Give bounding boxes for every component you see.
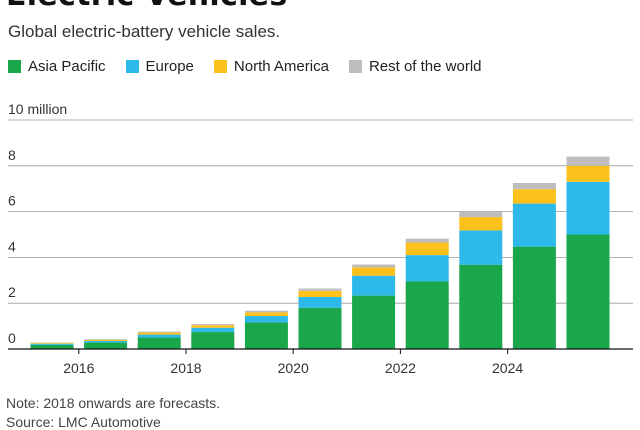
bar-europe-2025: [567, 182, 610, 235]
bar-europe-2024: [513, 204, 556, 247]
bar-rest-of-the-world-2016: [84, 339, 127, 340]
y-tick-label-2: 2: [8, 284, 16, 300]
y-tick-label-0: 0: [8, 330, 16, 346]
bar-rest-of-the-world-2019: [245, 311, 288, 313]
bar-north-america-2021: [352, 267, 395, 275]
bar-europe-2015: [31, 344, 74, 345]
x-tick-label-2016: 2016: [63, 360, 94, 376]
bar-north-america-2018: [191, 325, 234, 328]
stacked-bar-chart: 0 2 4 6 8 10 million 2016 2018 2020 2022 2024: [0, 0, 640, 395]
bar-north-america-2023: [459, 217, 502, 230]
y-tick-label-4: 4: [8, 238, 16, 254]
bar-asia-pacific-2019: [245, 322, 288, 349]
bar-europe-2023: [459, 230, 502, 264]
bar-rest-of-the-world-2022: [406, 239, 449, 243]
y-tick-label-8: 8: [8, 147, 16, 163]
bar-asia-pacific-2015: [31, 345, 74, 349]
y-tick-label-6: 6: [8, 193, 16, 209]
bar-europe-2019: [245, 316, 288, 322]
bar-europe-2016: [84, 341, 127, 343]
bar-asia-pacific-2025: [567, 235, 610, 350]
bar-rest-of-the-world-2018: [191, 324, 234, 325]
y-tick-label-10: 10 million: [8, 101, 67, 117]
bar-north-america-2020: [299, 291, 342, 297]
bar-north-america-2015: [31, 343, 74, 344]
chart-source: Source: LMC Automotive: [6, 414, 161, 430]
bar-north-america-2016: [84, 340, 127, 341]
x-tick-label-2018: 2018: [170, 360, 201, 376]
bar-europe-2021: [352, 276, 395, 296]
bar-north-america-2025: [567, 166, 610, 182]
bar-north-america-2017: [138, 333, 181, 335]
bar-asia-pacific-2022: [406, 281, 449, 349]
bar-rest-of-the-world-2023: [459, 212, 502, 217]
x-tick-label-2024: 2024: [492, 360, 523, 376]
bar-europe-2017: [138, 335, 181, 338]
bar-asia-pacific-2016: [84, 343, 127, 349]
bar-asia-pacific-2024: [513, 247, 556, 349]
bar-rest-of-the-world-2025: [567, 157, 610, 166]
x-tick-label-2022: 2022: [385, 360, 416, 376]
bar-asia-pacific-2020: [299, 308, 342, 349]
bar-europe-2022: [406, 255, 449, 281]
x-tick-label-2020: 2020: [278, 360, 309, 376]
bar-asia-pacific-2021: [352, 296, 395, 349]
bar-rest-of-the-world-2024: [513, 183, 556, 189]
bar-north-america-2024: [513, 189, 556, 203]
bar-rest-of-the-world-2021: [352, 264, 395, 267]
bar-asia-pacific-2023: [459, 265, 502, 349]
bar-europe-2018: [191, 328, 234, 332]
bar-europe-2020: [299, 297, 342, 308]
bar-rest-of-the-world-2020: [299, 289, 342, 291]
bar-north-america-2022: [406, 243, 449, 256]
chart-note: Note: 2018 onwards are forecasts.: [6, 395, 220, 411]
bar-asia-pacific-2017: [138, 338, 181, 349]
bar-north-america-2019: [245, 312, 288, 316]
bar-rest-of-the-world-2017: [138, 332, 181, 333]
bar-asia-pacific-2018: [191, 332, 234, 349]
